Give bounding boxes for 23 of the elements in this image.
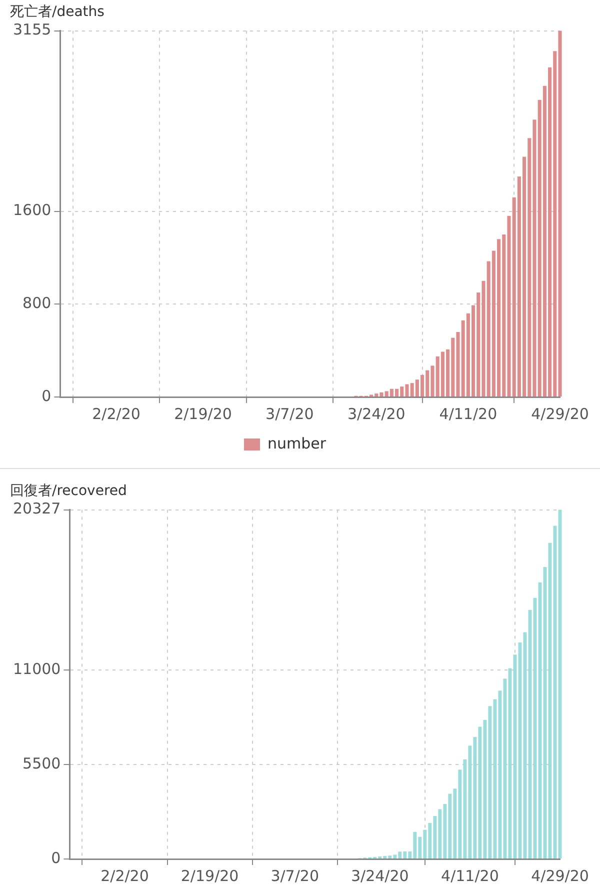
y-tick-label: 11000 bbox=[13, 660, 61, 678]
x-tick-label: 3/24/20 bbox=[347, 404, 406, 423]
x-tick-label: 2/2/20 bbox=[92, 404, 140, 423]
y-tick-label: 3155 bbox=[12, 20, 52, 39]
legend-label: number bbox=[267, 434, 327, 452]
x-tick-label: 3/7/20 bbox=[266, 404, 314, 423]
x-tick-label: 4/29/20 bbox=[531, 404, 589, 423]
y-tick-label: 0 bbox=[42, 386, 52, 405]
y-tick-label: 5500 bbox=[22, 754, 61, 772]
y-tick-label: 800 bbox=[22, 294, 52, 312]
x-tick-label: 4/11/20 bbox=[439, 404, 498, 423]
chart-title: 死亡者/deaths bbox=[10, 4, 104, 20]
x-tick-label: 4/29/20 bbox=[531, 866, 589, 885]
y-tick-label: 0 bbox=[51, 848, 61, 867]
x-tick-label: 2/2/20 bbox=[100, 866, 149, 885]
y-tick-label: 1600 bbox=[12, 201, 52, 220]
x-tick-label: 4/11/20 bbox=[441, 866, 499, 885]
x-tick-label: 2/19/20 bbox=[180, 866, 239, 885]
x-tick-label: 3/24/20 bbox=[350, 866, 409, 885]
y-tick-label: 20327 bbox=[13, 500, 61, 518]
chart-title: 回復者/recovered bbox=[10, 483, 127, 500]
x-tick-label: 2/19/20 bbox=[174, 404, 232, 423]
x-tick-label: 3/7/20 bbox=[270, 866, 319, 885]
